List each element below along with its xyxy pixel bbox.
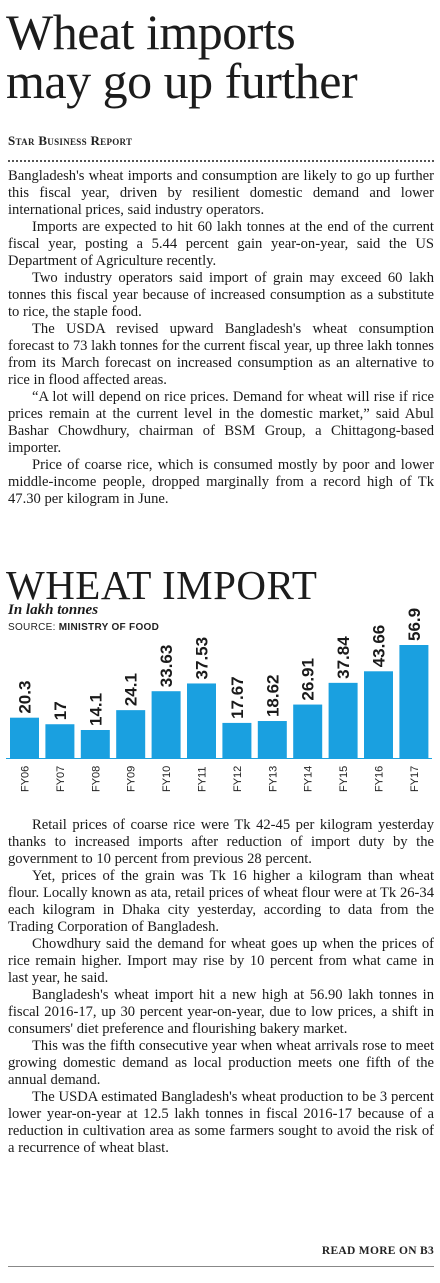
article-paragraph: Chowdhury said the demand for wheat goes… (8, 936, 434, 986)
bar-value-label: 17.67 (228, 676, 247, 719)
byline: Star Business Report (8, 133, 132, 149)
category-tick-label: FY17 (409, 766, 421, 792)
category-tick-label: FY13 (267, 766, 279, 792)
bar-value-label: 24.1 (122, 673, 141, 706)
headline: Wheat imports may go up further (6, 7, 436, 109)
read-more-link[interactable]: READ MORE ON B3 (321, 1245, 434, 1257)
bar-fy06 (10, 717, 39, 758)
article-paragraph: “A lot will depend on rice prices. Deman… (8, 389, 434, 456)
bottom-rule (8, 1266, 434, 1267)
article-paragraph: Two industry operators said import of gr… (8, 270, 434, 320)
chart-title: WHEAT IMPORT (6, 562, 318, 608)
bar-value-label: 56.9 (405, 608, 424, 641)
headline-line-1: Wheat imports (6, 4, 296, 60)
bar-fy12 (222, 722, 252, 758)
chart-source-name: MINISTRY OF FOOD (58, 622, 160, 633)
bar-value-label: 17 (51, 701, 70, 720)
bar-value-label: 18.62 (263, 674, 282, 717)
bar-value-label: 37.53 (193, 637, 212, 680)
category-tick-label: FY11 (197, 767, 209, 792)
wheat-import-bar-chart: 20.3 FY06 17 FY07 14.1 FY08 24.1 FY09 33.63 FY10 3… (6, 608, 432, 792)
bar-value-label: 20.3 (16, 681, 35, 714)
article-paragraph: Imports are expected to hit 60 lakh tonn… (8, 219, 434, 269)
bar-value-label: 37.84 (334, 636, 353, 679)
category-tick-label: FY10 (161, 766, 173, 792)
article-body-bottom: Retail prices of coarse rice were Tk 42-… (8, 817, 434, 1157)
category-tick-label: FY16 (374, 766, 386, 792)
byline-text: Star Business Report (8, 133, 133, 148)
bar-value-label: 14.1 (86, 693, 105, 726)
bar-fy08 (80, 729, 110, 758)
category-tick-label: FY09 (126, 766, 138, 792)
category-tick-label: FY15 (338, 766, 350, 792)
bar-fy07 (45, 724, 75, 758)
headline-line-2: may go up further (6, 53, 358, 109)
bar-fy15 (328, 682, 358, 758)
article-paragraph: Price of coarse rice, which is consumed … (8, 457, 434, 507)
article-paragraph: Bangladesh's wheat imports and consumpti… (8, 168, 434, 218)
article-paragraph: The USDA revised upward Bangladesh's whe… (8, 321, 434, 388)
byline-divider (8, 160, 434, 162)
bar-fy10 (151, 691, 181, 758)
category-tick-label: FY14 (303, 766, 315, 792)
chart-subtitle: In lakh tonnes (8, 602, 99, 618)
category-tick-label: FY07 (55, 766, 67, 792)
bar-fy11 (187, 683, 216, 758)
article-paragraph: The USDA estimated Bangladesh's wheat pr… (8, 1089, 434, 1156)
bar-value-label: 26.91 (299, 658, 318, 701)
article-paragraph: Retail prices of coarse rice were Tk 42-… (8, 817, 434, 867)
bar-value-label: 43.66 (370, 625, 389, 668)
bar-fy16 (364, 671, 393, 758)
category-tick-label: FY06 (20, 766, 32, 792)
category-tick-label: FY12 (232, 766, 244, 792)
category-tick-label: FY08 (90, 766, 102, 792)
bar-fy13 (257, 721, 287, 758)
bar-fy17 (399, 645, 429, 758)
bar-fy09 (116, 710, 146, 758)
chart-source-label: SOURCE: (8, 622, 56, 633)
article-paragraph: Bangladesh's wheat import hit a new high… (8, 987, 434, 1037)
article-paragraph: This was the fifth consecutive year when… (8, 1038, 434, 1088)
chart-source: SOURCE: MINISTRY OF FOOD (8, 622, 159, 633)
article-body-top: Bangladesh's wheat imports and consumpti… (8, 168, 434, 508)
bar-value-label: 33.63 (157, 645, 176, 688)
article-paragraph: Yet, prices of the grain was Tk 16 highe… (8, 868, 434, 935)
bar-fy14 (293, 704, 323, 758)
